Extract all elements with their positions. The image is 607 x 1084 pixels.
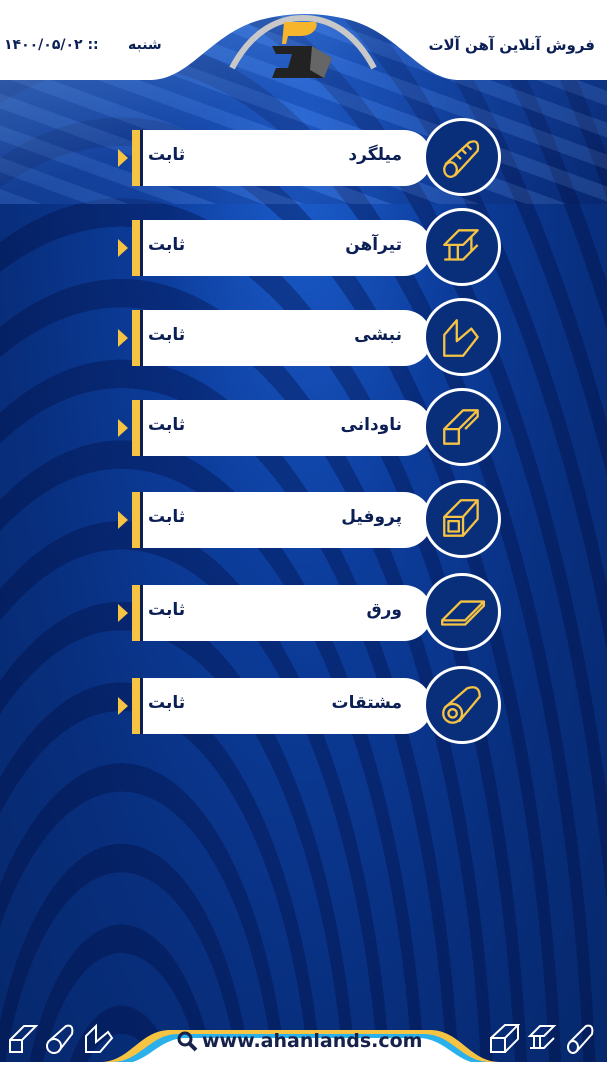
category-pill[interactable]: ثابت میلگرد	[132, 130, 436, 186]
channel-icon	[9, 1025, 38, 1053]
category-icon-button[interactable]	[423, 480, 501, 558]
category-item[interactable]: ثابت تیرآهن	[118, 208, 503, 288]
category-icon-button[interactable]	[423, 388, 501, 466]
rebar-icon	[567, 1024, 594, 1054]
category-item[interactable]: ثابت میلگرد	[118, 118, 503, 198]
sheet-icon	[441, 600, 486, 626]
arrow-marker	[118, 604, 128, 622]
price-status: ثابت	[148, 507, 186, 527]
category-pill[interactable]: ثابت ورق	[132, 585, 436, 641]
search-icon	[177, 1031, 198, 1052]
category-name: پروفیل	[341, 507, 402, 527]
category-pill[interactable]: ثابت مشتقات	[132, 678, 436, 734]
i-beam-icon	[443, 229, 479, 261]
category-name: تیرآهن	[345, 235, 402, 255]
category-item[interactable]: ثابت نبشی	[118, 298, 503, 378]
pipe-icon	[442, 686, 481, 724]
date: ۱۴۰۰/۰۵/۰۲ ::	[4, 37, 99, 53]
category-pill[interactable]: ثابت ناودانی	[132, 400, 436, 456]
pipe-icon	[46, 1024, 74, 1054]
weekday: شنبه	[128, 37, 162, 53]
price-status: ثابت	[148, 145, 186, 165]
category-name: میلگرد	[348, 145, 402, 165]
profile-icon	[443, 499, 479, 537]
footer-icons-right	[488, 1022, 596, 1056]
arrow-marker	[118, 149, 128, 167]
arrow-marker	[118, 697, 128, 715]
category-pill[interactable]: ثابت تیرآهن	[132, 220, 436, 276]
website-url: www.ahanlands.com	[202, 1030, 423, 1052]
category-pill[interactable]: ثابت پروفیل	[132, 492, 436, 548]
category-icon-button[interactable]	[423, 208, 501, 286]
category-icon-button[interactable]	[423, 666, 501, 744]
category-pill[interactable]: ثابت نبشی	[132, 310, 436, 366]
rebar-icon	[443, 140, 480, 178]
price-status: ثابت	[148, 415, 186, 435]
price-status: ثابت	[148, 693, 186, 713]
footer	[0, 1022, 607, 1080]
category-icon-button[interactable]	[423, 298, 501, 376]
price-status: ثابت	[148, 235, 186, 255]
i-beam-icon	[527, 1025, 557, 1049]
category-item[interactable]: ثابت پروفیل	[118, 480, 503, 560]
category-name: نبشی	[354, 325, 402, 345]
website-link[interactable]: www.ahanlands.com	[176, 1030, 422, 1052]
category-name: ناودانی	[340, 415, 402, 435]
angle-icon	[85, 1023, 114, 1053]
angle-icon	[443, 319, 479, 357]
category-name: مشتقات	[331, 693, 402, 713]
category-icon-button[interactable]	[423, 573, 501, 651]
category-name: ورق	[366, 600, 402, 620]
category-icon-button[interactable]	[423, 118, 501, 196]
arrow-marker	[118, 239, 128, 257]
price-status: ثابت	[148, 600, 186, 620]
site-title: فروش آنلاین آهن آلات	[428, 36, 595, 54]
arrow-marker	[118, 419, 128, 437]
profile-icon	[490, 1024, 520, 1053]
arrow-marker	[118, 511, 128, 529]
header	[0, 14, 607, 80]
logo	[262, 18, 342, 80]
footer-icons-left	[6, 1022, 114, 1056]
price-status: ثابت	[148, 325, 186, 345]
category-item[interactable]: ثابت ورق	[118, 573, 503, 653]
channel-icon	[443, 409, 479, 445]
arrow-marker	[118, 329, 128, 347]
category-item[interactable]: ثابت ناودانی	[118, 388, 503, 468]
category-item[interactable]: ثابت مشتقات	[118, 666, 503, 746]
